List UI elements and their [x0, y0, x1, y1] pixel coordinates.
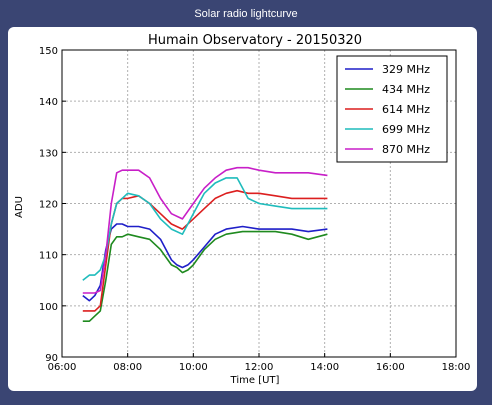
series-lines	[82, 166, 328, 323]
x-tick-label: 14:00	[310, 362, 339, 373]
legend-label: 870 MHz	[382, 143, 430, 156]
series-line	[82, 223, 328, 302]
y-tick-label: 110	[39, 251, 58, 262]
x-tick-label: 08:00	[113, 362, 142, 373]
y-axis-label: ADU	[14, 196, 25, 218]
x-tick-label: 06:00	[48, 362, 77, 373]
x-tick-label: 16:00	[376, 362, 405, 373]
y-tick-label: 140	[39, 97, 58, 108]
axis-ticks: 06:00 08:00 10:00 12:00 14:00 16:00 18:00 90 100…	[39, 46, 471, 373]
legend-label: 329 MHz	[382, 63, 430, 76]
y-tick-label: 90	[45, 353, 58, 364]
x-tick-label: 18:00	[442, 362, 471, 373]
chart-title: Humain Observatory - 20150320	[148, 33, 362, 48]
series-line	[82, 230, 328, 323]
series-line	[82, 189, 328, 312]
window-title: Solar radio lightcurve	[194, 8, 298, 20]
legend-label: 614 MHz	[382, 103, 430, 116]
x-tick-label: 10:00	[179, 362, 208, 373]
y-tick-label: 130	[39, 148, 58, 159]
legend: 329 MHz 434 MHz 614 MHz 699 MHz 870 MHz	[336, 55, 448, 163]
y-tick-label: 100	[39, 302, 58, 313]
legend-label: 434 MHz	[382, 83, 430, 96]
x-axis-label: Time [UT]	[230, 375, 280, 386]
y-tick-label: 120	[39, 200, 58, 211]
lightcurve-chart: Humain Observatory - 20150320 ADU Time […	[14, 33, 471, 386]
y-tick-label: 150	[39, 46, 58, 57]
x-tick-label: 12:00	[245, 362, 274, 373]
series-line	[82, 166, 328, 294]
legend-label: 699 MHz	[382, 123, 430, 136]
chart-panel: Humain Observatory - 20150320 ADU Time […	[8, 27, 477, 391]
